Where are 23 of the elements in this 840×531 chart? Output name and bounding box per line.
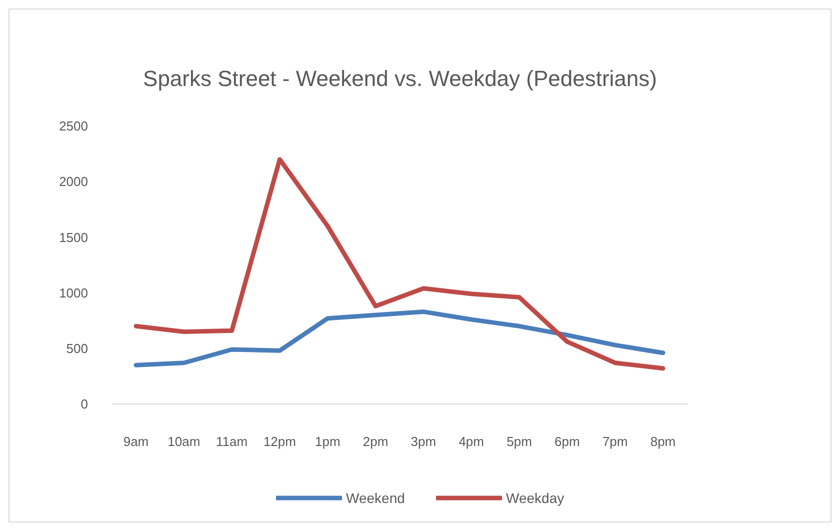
- x-tick-label: 7pm: [602, 434, 628, 449]
- y-tick-label: 1500: [59, 230, 88, 245]
- x-tick-label: 3pm: [410, 434, 436, 449]
- y-tick-label: 2000: [59, 174, 88, 190]
- x-tick-label: 10am: [168, 434, 200, 449]
- y-tick-label: 0: [80, 396, 88, 412]
- x-tick-label: 11am: [216, 434, 248, 449]
- x-tick-label: 6pm: [554, 434, 580, 449]
- y-tick-label: 2500: [59, 118, 88, 134]
- x-tick-label: 2pm: [362, 434, 388, 449]
- legend-label: Weekday: [506, 490, 564, 506]
- x-tick-label: 5pm: [506, 434, 532, 449]
- line-series: [134, 309, 666, 368]
- x-tick-label: 1pm: [314, 434, 340, 449]
- x-tick-label: 4pm: [458, 434, 484, 449]
- x-tick-label: 9am: [123, 434, 149, 449]
- line-series: [134, 157, 666, 371]
- y-tick-label: 500: [66, 340, 88, 356]
- x-tick-label: 12pm: [263, 434, 296, 449]
- x-tick-label: 8pm: [650, 434, 676, 449]
- y-tick-label: 1000: [59, 285, 88, 300]
- legend-label: Weekend: [346, 490, 405, 506]
- chart-title: Sparks Street - Weekend vs. Weekday (Pedestrians): [143, 66, 657, 91]
